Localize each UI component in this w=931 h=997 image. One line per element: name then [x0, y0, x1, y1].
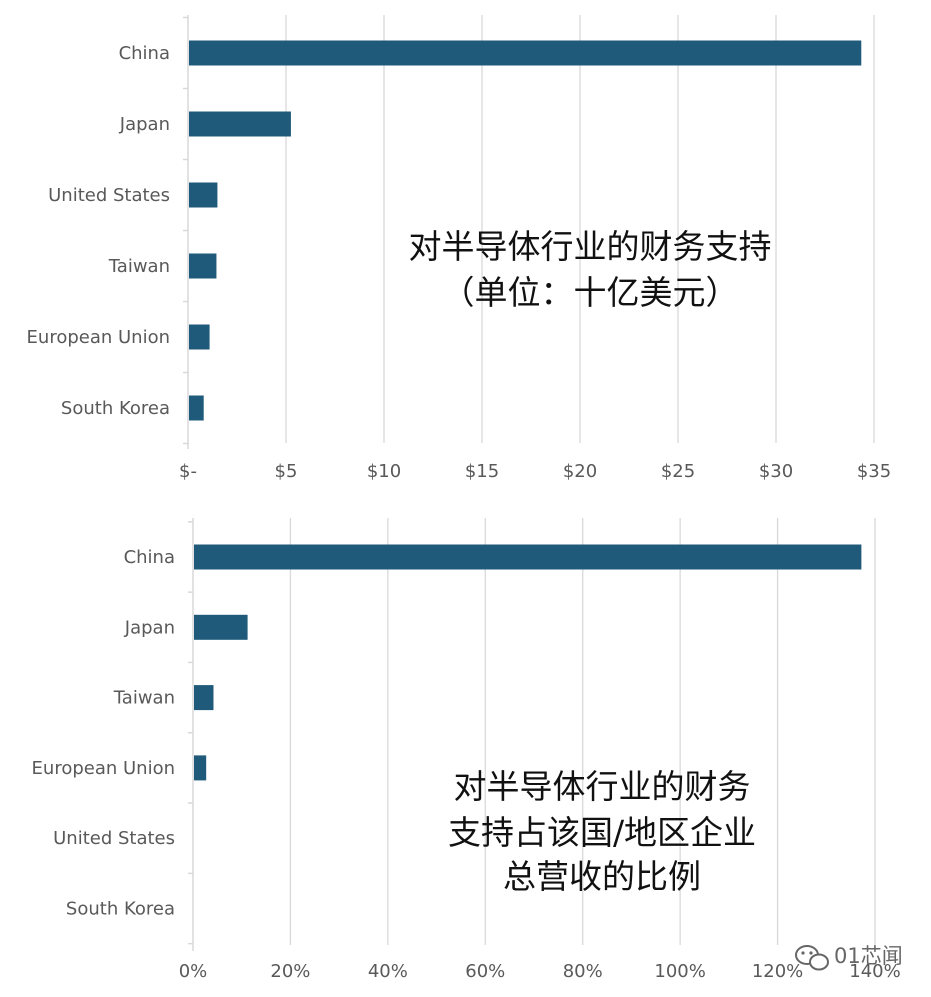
bar — [189, 324, 210, 350]
bar — [189, 395, 204, 421]
chart-title-line: 对半导体行业的财务 — [454, 767, 751, 806]
bar — [189, 111, 291, 137]
wechat-icon — [795, 945, 829, 971]
category-label: China — [119, 43, 170, 64]
x-tick-label: $25 — [661, 461, 695, 482]
category-label: United States — [53, 828, 175, 849]
chart-funding-share-revenue: 0% 20% 40% 60% 80% 100% 120% 140% China Japan Taiw… — [32, 518, 901, 982]
chart-funding-usd: $- $5 $10 $15 $20 $25 $30 $35 China Japan United S… — [27, 15, 891, 482]
category-label: Taiwan — [108, 256, 170, 277]
chart-title-line: 支持占该国/地区企业 — [448, 813, 756, 852]
bar — [194, 685, 214, 711]
bar — [194, 614, 248, 640]
x-tick-label: 100% — [654, 961, 705, 982]
chart-title-line: 对半导体行业的财务支持 — [409, 227, 772, 266]
x-tick-label: 60% — [465, 961, 505, 982]
category-label: Taiwan — [113, 688, 175, 709]
x-tick-label: $30 — [759, 461, 793, 482]
category-label: China — [124, 547, 175, 568]
x-tick-label: 80% — [563, 961, 603, 982]
bar — [189, 253, 217, 279]
watermark-text: 01芯闻 — [834, 944, 903, 968]
chart-title-line: （单位：十亿美元） — [442, 273, 739, 312]
x-tick-label: $- — [179, 461, 197, 482]
watermark: 01芯闻 — [795, 944, 903, 971]
x-tick-label: 40% — [368, 961, 408, 982]
x-tick-label: 0% — [179, 961, 208, 982]
category-label: European Union — [27, 327, 170, 348]
category-label: Japan — [124, 617, 175, 638]
category-label: United States — [48, 185, 170, 206]
bar — [194, 755, 207, 781]
x-tick-label: 120% — [752, 961, 803, 982]
x-tick-label: $35 — [857, 461, 891, 482]
category-label: Japan — [119, 114, 170, 135]
x-tick-label: 140% — [849, 961, 900, 982]
x-tick-label: $5 — [275, 461, 298, 482]
chart-title-line: 总营收的比例 — [503, 857, 701, 896]
category-label: South Korea — [66, 899, 175, 920]
x-tick-label: $20 — [563, 461, 597, 482]
x-tick-label: $15 — [465, 461, 499, 482]
bar — [194, 544, 862, 570]
bar — [189, 182, 218, 208]
x-tick-label: $10 — [367, 461, 401, 482]
category-label: South Korea — [61, 398, 170, 419]
category-label: European Union — [32, 758, 175, 779]
bar — [189, 40, 862, 66]
x-tick-label: 20% — [270, 961, 310, 982]
